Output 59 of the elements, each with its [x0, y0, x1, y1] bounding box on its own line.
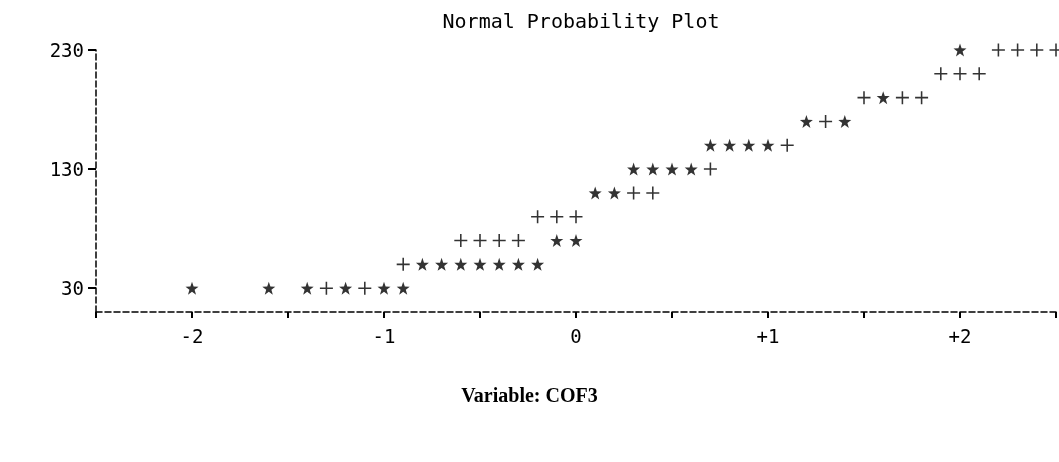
point — [569, 234, 583, 248]
point — [934, 67, 948, 81]
point — [627, 162, 641, 176]
point — [588, 186, 602, 200]
point — [1011, 43, 1025, 57]
point — [415, 257, 429, 271]
x-tick-label: -1 — [372, 324, 396, 347]
point — [550, 234, 564, 248]
point — [799, 114, 813, 128]
point — [1030, 43, 1044, 57]
y-tick-label: 230 — [49, 39, 84, 61]
point — [646, 162, 660, 176]
point — [492, 234, 506, 248]
x-tick-label: 0 — [570, 324, 582, 347]
point — [511, 257, 525, 271]
point — [262, 281, 276, 295]
point — [953, 67, 967, 81]
point — [780, 138, 794, 152]
x-tick-label: -2 — [180, 324, 204, 347]
point — [473, 257, 487, 271]
chart-title: Normal Probability Plot — [442, 9, 720, 33]
point — [838, 114, 852, 128]
point — [185, 281, 199, 295]
point — [665, 162, 679, 176]
point — [300, 281, 314, 295]
point — [857, 91, 871, 105]
point — [435, 257, 449, 271]
point — [723, 138, 737, 152]
point — [319, 281, 333, 295]
point — [991, 43, 1005, 57]
point — [339, 281, 353, 295]
point — [358, 281, 372, 295]
point — [473, 234, 487, 248]
point — [531, 210, 545, 224]
point — [684, 162, 698, 176]
point — [569, 210, 583, 224]
text: Variable: COF3 — [461, 384, 598, 406]
point — [703, 162, 717, 176]
point — [396, 257, 410, 271]
x-tick-label: +1 — [756, 324, 780, 347]
x-tick-label: +2 — [948, 324, 972, 347]
point — [627, 186, 641, 200]
point — [607, 186, 621, 200]
point — [531, 257, 545, 271]
point — [953, 43, 967, 57]
point — [377, 281, 391, 295]
point — [972, 67, 986, 81]
point — [742, 138, 756, 152]
point — [876, 91, 890, 105]
y-tick-label: 130 — [49, 158, 84, 181]
y-tick-label: 30 — [61, 277, 84, 300]
point — [454, 257, 468, 271]
point — [646, 186, 660, 200]
point — [492, 257, 506, 271]
point — [761, 138, 775, 152]
point — [454, 234, 468, 248]
point — [703, 138, 717, 152]
point — [550, 210, 564, 224]
point — [396, 281, 410, 295]
